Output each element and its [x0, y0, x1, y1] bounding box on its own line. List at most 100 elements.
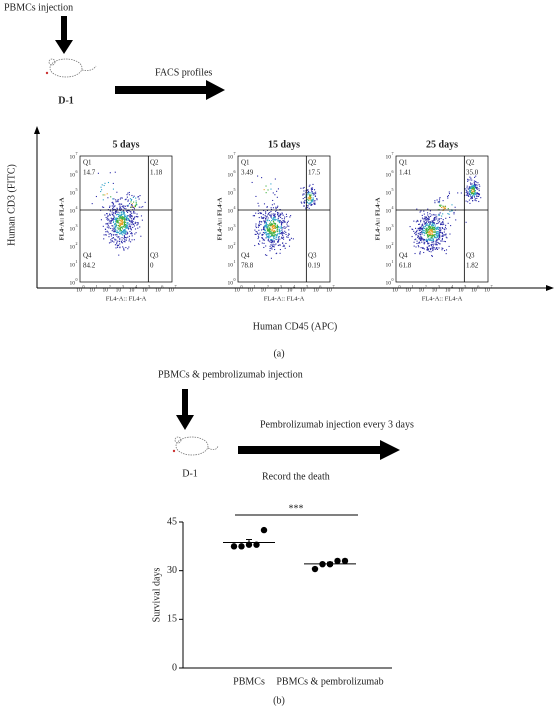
event-dot: [426, 238, 428, 240]
event-dot: [436, 235, 438, 237]
event-dot: [306, 201, 308, 203]
event-dot: [116, 211, 118, 213]
event-dot: [425, 239, 427, 241]
event-dot: [119, 224, 121, 227]
event-dot: [439, 237, 441, 239]
event-dot: [124, 219, 126, 221]
event-dot: [258, 222, 260, 224]
event-dot: [253, 215, 256, 217]
event-dot: [279, 244, 281, 246]
event-dot: [269, 250, 271, 252]
y-tick-exponent: 1: [234, 259, 236, 264]
event-dot: [470, 198, 472, 200]
event-dot: [305, 208, 307, 210]
event-dot: [312, 200, 314, 202]
event-dot: [426, 227, 428, 229]
event-dot: [275, 227, 277, 229]
event-dot: [421, 239, 423, 241]
event-dot: [268, 229, 270, 231]
event-dot: [413, 220, 415, 222]
plot-frame: [395, 155, 489, 283]
mouse-nose: [172, 449, 176, 453]
event-dot: [420, 238, 422, 240]
event-dot: [425, 233, 427, 235]
event-dot: [274, 218, 277, 220]
event-dot: [425, 240, 428, 242]
event-dot: [114, 238, 116, 240]
event-dot: [271, 248, 273, 250]
quadrant-name: Q4: [83, 252, 92, 260]
event-dot: [427, 243, 429, 245]
event-dot: [124, 226, 126, 228]
data-point: [238, 543, 245, 550]
event-dot: [123, 231, 125, 233]
event-dot: [418, 241, 420, 243]
event-dot: [276, 229, 278, 231]
event-dot: [471, 191, 473, 193]
event-dot: [426, 235, 429, 237]
event-dot: [127, 219, 129, 221]
event-dot: [420, 226, 422, 229]
event-dot: [134, 205, 136, 207]
event-dot: [140, 206, 142, 208]
event-dot: [314, 202, 316, 204]
event-dot: [434, 237, 437, 239]
event-dot: [473, 192, 475, 194]
event-dot: [124, 199, 126, 201]
event-dot: [432, 224, 434, 226]
event-dot: [261, 237, 263, 239]
event-dot: [114, 239, 116, 241]
event-dot: [126, 216, 128, 218]
event-dot: [262, 217, 264, 219]
event-dot: [123, 233, 125, 235]
event-dot: [433, 217, 436, 219]
event-dot: [474, 190, 476, 192]
event-dot: [435, 227, 437, 229]
event-dot: [131, 220, 133, 222]
event-dot: [430, 229, 432, 231]
event-dot: [113, 212, 115, 214]
x-tick-base: 10: [142, 287, 148, 293]
event-dot: [310, 199, 312, 201]
event-dot: [277, 241, 279, 243]
event-dot: [131, 205, 134, 207]
event-dot: [474, 185, 476, 188]
x-tick-base: 10: [458, 287, 464, 293]
event-dot: [469, 191, 471, 193]
event-dot: [427, 221, 430, 223]
event-dot: [303, 190, 305, 192]
event-dot: [428, 239, 430, 241]
event-dot: [272, 235, 274, 237]
event-dot: [108, 222, 110, 224]
event-dot: [255, 230, 257, 233]
event-dot: [307, 193, 309, 195]
event-dot: [129, 217, 131, 219]
x-tick-exponent: 1: [254, 284, 256, 289]
event-dot: [424, 242, 426, 244]
y-tick-exponent: 2: [76, 241, 78, 246]
event-dot: [280, 230, 282, 232]
event-dot: [290, 215, 292, 217]
event-dot: [113, 216, 115, 218]
event-dot: [423, 240, 425, 242]
event-dot: [429, 226, 431, 228]
event-dot: [129, 230, 131, 233]
x-tick-exponent: 6: [477, 284, 479, 289]
event-dot: [436, 222, 438, 224]
event-dot: [424, 230, 426, 232]
event-dot: [413, 241, 415, 243]
event-dot: [126, 225, 128, 227]
event-dot: [265, 224, 268, 226]
y-tick-exponent: 4: [234, 205, 236, 210]
event-dot: [123, 223, 125, 225]
x-tick-base: 10: [89, 287, 95, 293]
event-dot: [117, 231, 119, 233]
event-dot: [428, 238, 430, 240]
event-dot: [266, 236, 268, 238]
event-dot: [311, 198, 313, 201]
event-dot: [113, 215, 115, 217]
event-dot: [434, 219, 436, 221]
event-dot: [421, 228, 423, 230]
event-dot: [269, 222, 271, 224]
event-dot: [273, 224, 275, 227]
